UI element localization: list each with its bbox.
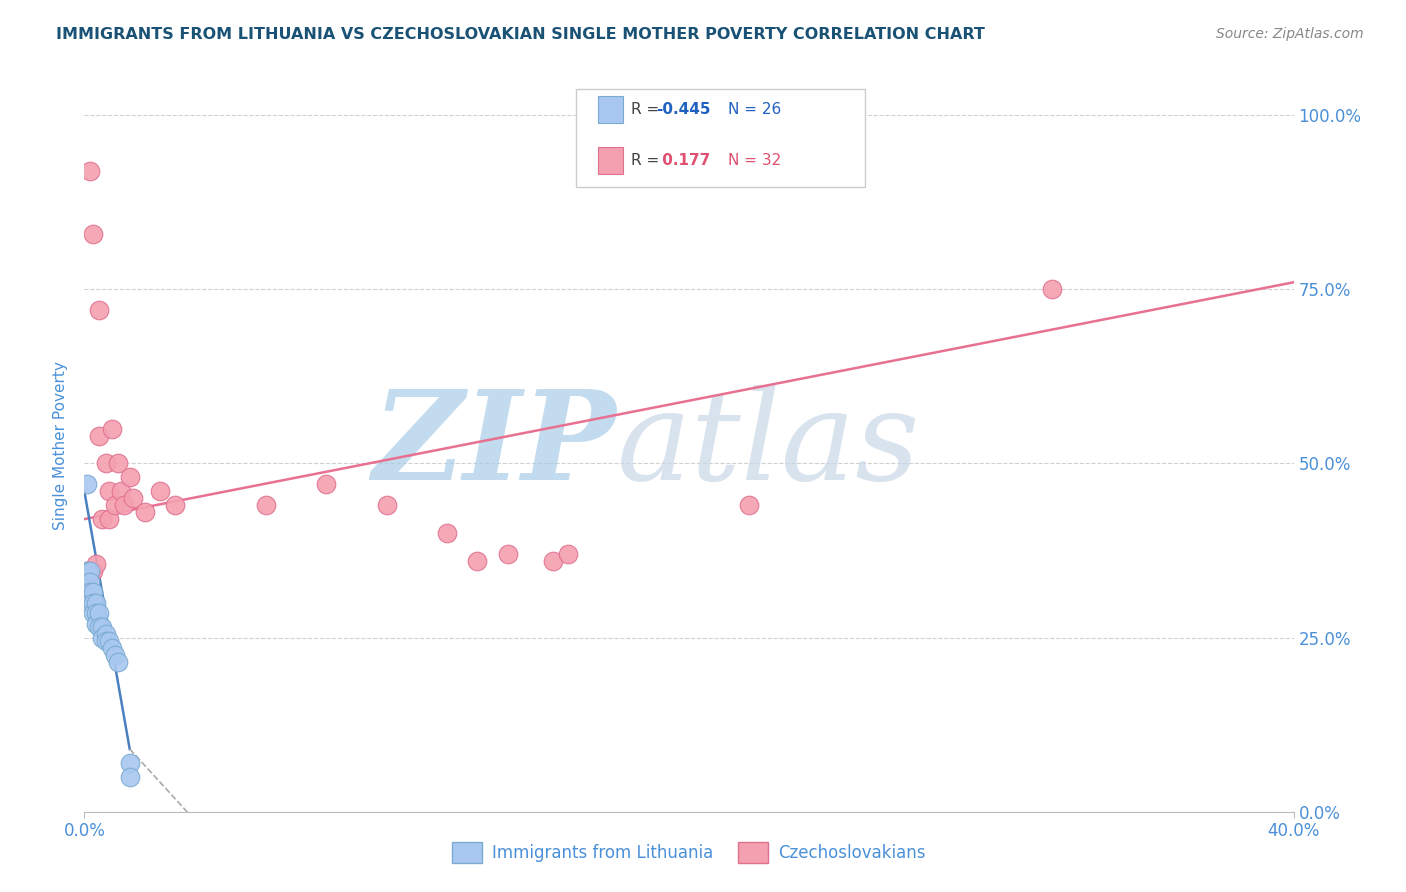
- Point: [82, 565, 104, 579]
- Point: [100, 640, 122, 655]
- Point: [118, 770, 141, 784]
- Y-axis label: Single Mother Poverty: Single Mother Poverty: [53, 361, 69, 531]
- Point: [79, 574, 101, 589]
- Text: N = 26: N = 26: [728, 102, 782, 117]
- Point: [112, 498, 135, 512]
- Text: N = 32: N = 32: [728, 153, 782, 168]
- Point: [1040, 282, 1063, 296]
- Point: [149, 484, 172, 499]
- Point: [82, 596, 104, 610]
- Text: atlas: atlas: [616, 385, 920, 507]
- Text: R =: R =: [631, 153, 665, 168]
- Point: [76, 477, 98, 491]
- Text: ZIP: ZIP: [373, 385, 616, 507]
- Point: [86, 616, 108, 631]
- Point: [254, 498, 277, 512]
- Point: [107, 457, 129, 471]
- Point: [97, 512, 120, 526]
- Point: [79, 596, 101, 610]
- Point: [94, 627, 117, 641]
- Point: [121, 491, 143, 506]
- Point: [107, 655, 129, 669]
- Point: [86, 606, 108, 620]
- Point: [496, 547, 519, 561]
- Point: [100, 421, 122, 435]
- Point: [82, 227, 104, 241]
- Point: [165, 498, 187, 512]
- Point: [76, 565, 98, 579]
- Point: [89, 303, 111, 318]
- Point: [76, 565, 98, 579]
- Point: [94, 457, 117, 471]
- Point: [86, 558, 108, 572]
- Point: [79, 164, 101, 178]
- Text: Source: ZipAtlas.com: Source: ZipAtlas.com: [1216, 27, 1364, 41]
- Point: [467, 554, 489, 568]
- Point: [134, 505, 156, 519]
- Point: [104, 648, 127, 662]
- Point: [79, 565, 101, 579]
- Point: [104, 498, 127, 512]
- Text: R =: R =: [631, 102, 665, 117]
- Point: [436, 526, 458, 541]
- Point: [86, 596, 108, 610]
- Point: [82, 606, 104, 620]
- Point: [97, 484, 120, 499]
- Point: [89, 606, 111, 620]
- Point: [541, 554, 564, 568]
- Point: [94, 634, 117, 648]
- Point: [89, 428, 111, 442]
- Point: [89, 620, 111, 634]
- Point: [110, 484, 132, 499]
- Point: [557, 547, 579, 561]
- Point: [76, 585, 98, 599]
- Point: [91, 512, 114, 526]
- Legend: Immigrants from Lithuania, Czechoslovakians: Immigrants from Lithuania, Czechoslovaki…: [446, 836, 932, 869]
- Point: [97, 634, 120, 648]
- Point: [76, 582, 98, 596]
- Text: 0.177: 0.177: [657, 153, 710, 168]
- Point: [375, 498, 398, 512]
- Point: [79, 585, 101, 599]
- Point: [91, 620, 114, 634]
- Point: [118, 756, 141, 770]
- Point: [118, 470, 141, 484]
- Text: -0.445: -0.445: [657, 102, 711, 117]
- Point: [315, 477, 337, 491]
- Point: [738, 498, 761, 512]
- Text: IMMIGRANTS FROM LITHUANIA VS CZECHOSLOVAKIAN SINGLE MOTHER POVERTY CORRELATION C: IMMIGRANTS FROM LITHUANIA VS CZECHOSLOVA…: [56, 27, 986, 42]
- Point: [91, 631, 114, 645]
- Point: [82, 585, 104, 599]
- Point: [76, 574, 98, 589]
